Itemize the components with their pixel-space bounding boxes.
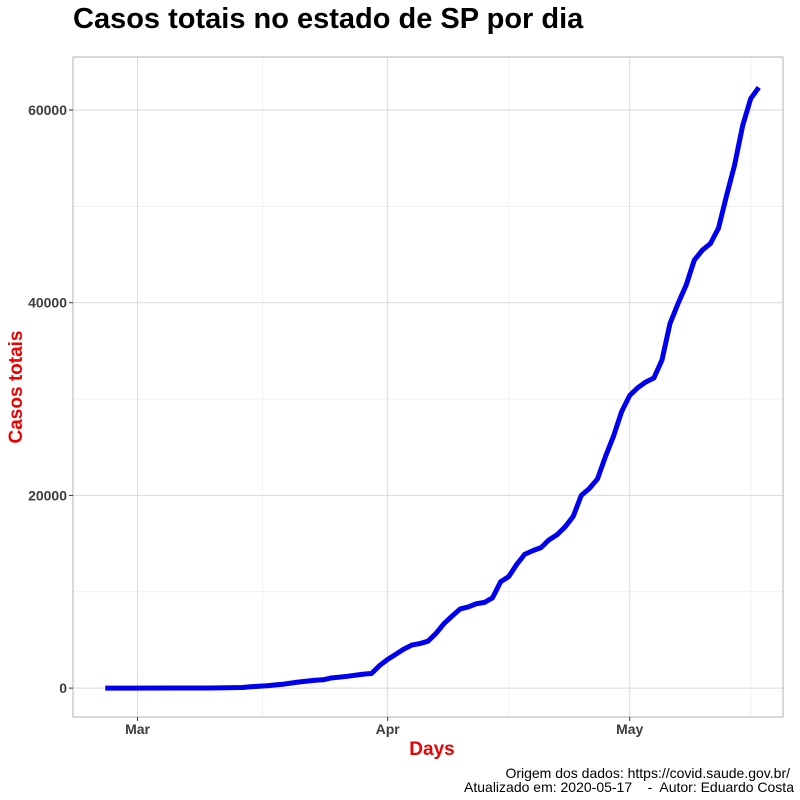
series-line-casos-totais [105, 85, 761, 691]
x-axis-ticks: Mar Apr May [125, 717, 644, 737]
x-tick-label: May [616, 721, 643, 737]
major-gridlines [73, 57, 783, 717]
y-tick-label: 20000 [28, 487, 67, 503]
caption-data-source: Origem dos dados: https://covid.saude.go… [505, 765, 790, 781]
panel-border [72, 56, 784, 718]
chart-title: Casos totais no estado de SP por dia [73, 3, 584, 35]
y-tick-label: 40000 [28, 295, 67, 311]
plot-panel [72, 56, 784, 718]
y-tick-label: 60000 [28, 102, 67, 118]
y-axis-title: Casos totais [6, 331, 27, 444]
minor-gridlines [73, 57, 783, 717]
x-tick-label: Apr [376, 721, 401, 737]
data-series [105, 85, 761, 691]
x-tick-label: Mar [125, 721, 150, 737]
caption-update-author: Atualizado em: 2020-05-17 - Autor: Eduar… [464, 779, 794, 795]
x-axis-title: Days [409, 739, 454, 760]
y-tick-label: 0 [59, 680, 67, 696]
y-axis-ticks: 0 20000 40000 60000 [28, 102, 73, 696]
